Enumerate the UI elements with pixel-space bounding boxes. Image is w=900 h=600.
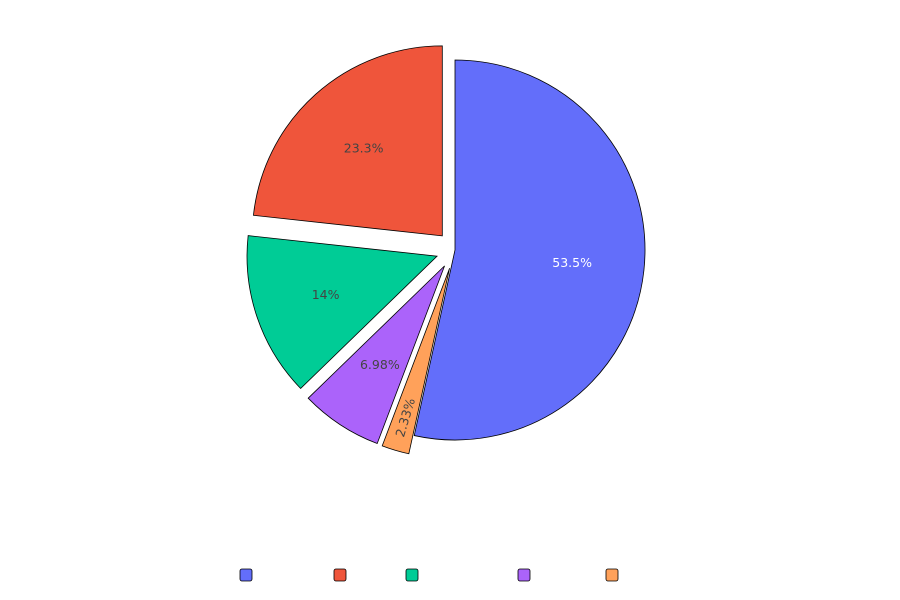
pie-slice-1	[381, 268, 450, 455]
legend-swatch-0	[239, 568, 253, 582]
legend-swatch-2	[405, 568, 419, 582]
pie-slice-0	[413, 59, 646, 441]
pie-slice-label-3: 14%	[312, 287, 340, 302]
legend-swatch-4	[605, 568, 619, 582]
pie-slice-label-2: 6.98%	[360, 357, 400, 372]
legend-swatch-3	[517, 568, 531, 582]
pie-slice-label-4: 23.3%	[344, 141, 384, 156]
legend-swatch-1	[333, 568, 347, 582]
pie-slice-4	[252, 45, 443, 237]
pie-slice-2	[307, 265, 445, 445]
pie-slices	[246, 45, 646, 455]
legend	[239, 568, 619, 582]
pie-slice-label-0: 53.5%	[552, 255, 592, 270]
pie-slice-3	[246, 235, 438, 390]
